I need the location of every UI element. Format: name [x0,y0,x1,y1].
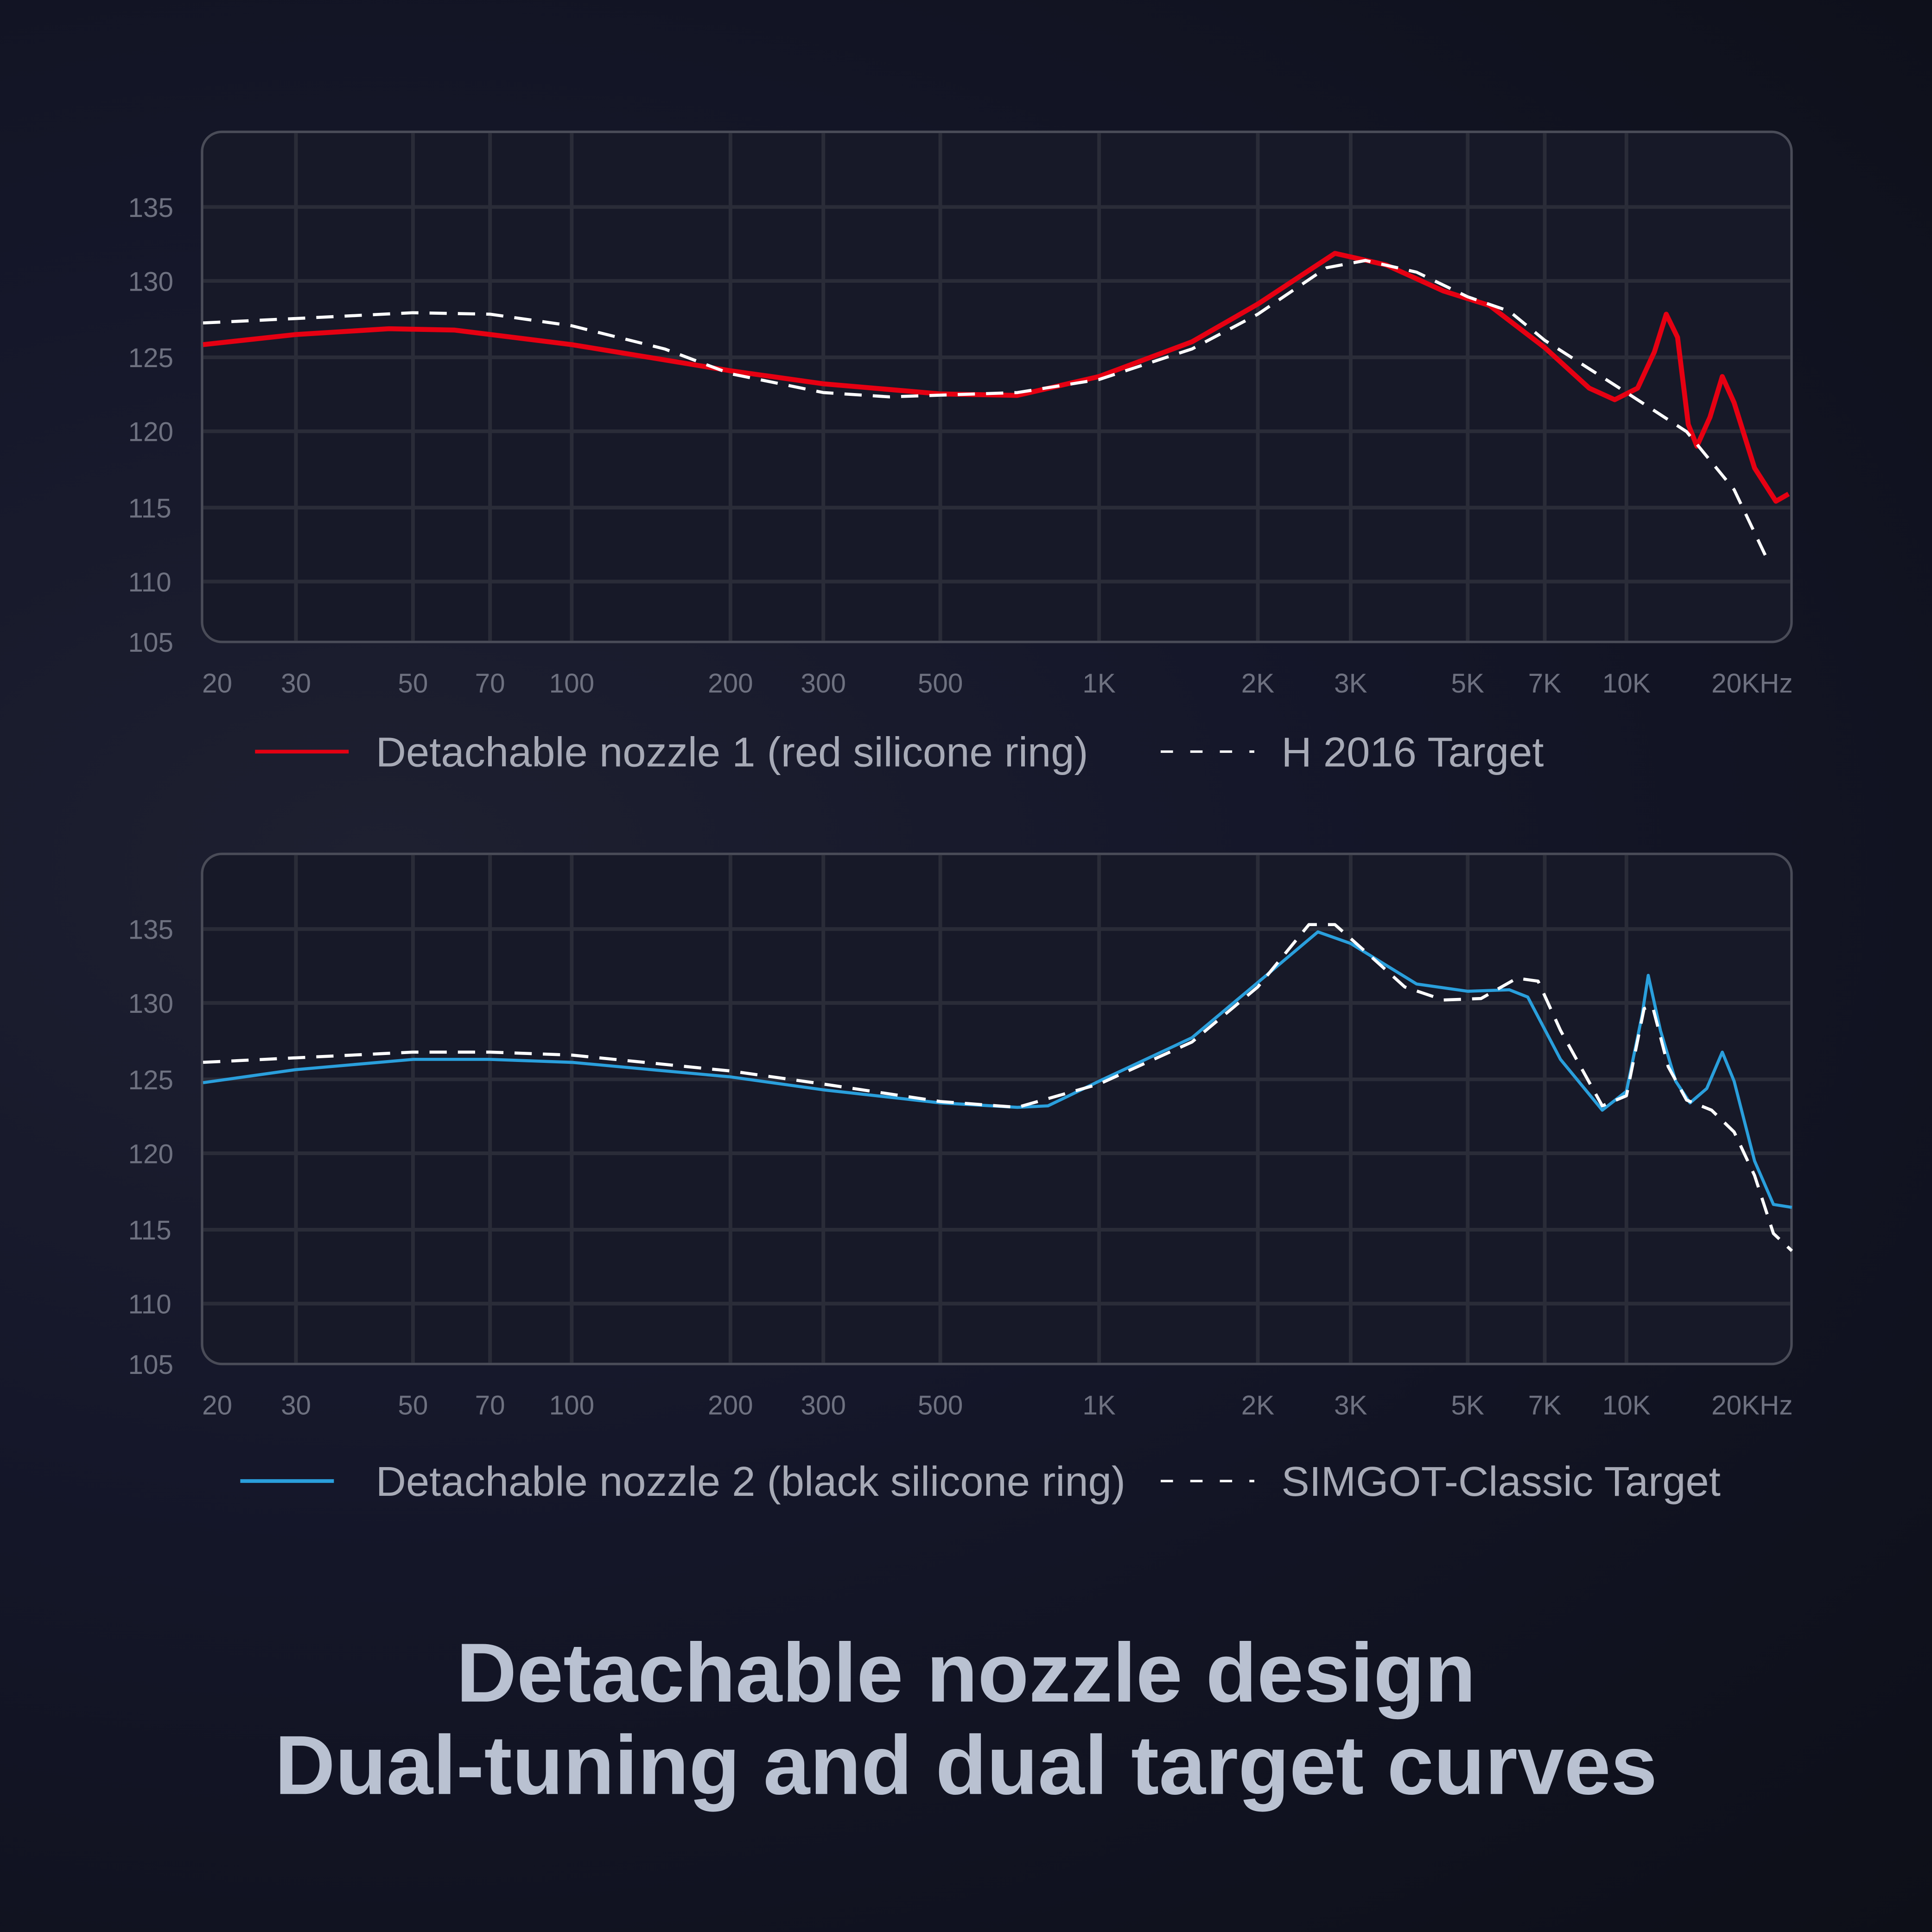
series-line-measured [203,930,1792,1209]
plot-frame [201,130,1793,643]
x-tick-label: 2K [1241,1391,1275,1421]
x-tick-label: 2K [1241,668,1275,699]
y-tick-label: 120 [128,417,173,447]
y-tick-label: 105 [128,628,173,658]
x-tick-label: 70 [475,1391,505,1421]
x-tick-label: 7K [1528,668,1562,699]
x-tick-label: 5K [1451,668,1485,699]
x-tick-label: 20KHz [1711,668,1793,699]
x-tick-label: 50 [398,1391,428,1421]
x-tick-label: 10K [1602,1391,1651,1421]
headline-line-2: Dual-tuning and dual target curves [275,1718,1658,1812]
x-tick-label: 3K [1334,668,1367,699]
x-tick-label: 1K [1082,1391,1116,1421]
y-tick-label: 125 [128,1065,173,1095]
x-tick-label: 5K [1451,1391,1485,1421]
x-tick-label: 1K [1082,668,1116,699]
y-tick-label: 115 [128,493,171,523]
x-tick-label: 30 [281,668,311,699]
x-tick-label: 20 [202,1391,232,1421]
x-tick-label: 50 [398,668,428,699]
legend-label: H 2016 Target [1281,729,1544,775]
x-tick-label: 3K [1334,1391,1367,1421]
series-line-target [203,923,1793,1252]
y-tick-label: 105 [128,1350,173,1380]
series-line-target [203,259,1770,563]
x-tick-label: 20 [202,668,232,699]
y-tick-label: 130 [128,267,173,297]
y-tick-label: 135 [128,193,173,223]
legend-label: Detachable nozzle 1 (red silicone ring) [376,729,1088,775]
chart-nozzle-1: 105 110 115 120 125 130 135 20 30 50 70 100 200 300 50… [128,130,1793,775]
legend-label: SIMGOT-Classic Target [1281,1458,1720,1505]
x-tick-label: 100 [549,1391,595,1421]
x-tick-label: 200 [708,668,753,699]
x-tick-label: 300 [801,668,846,699]
x-tick-label: 20KHz [1711,1391,1793,1421]
legend-label: Detachable nozzle 2 (black silicone ring… [376,1458,1125,1505]
y-tick-label: 110 [128,1290,171,1320]
plot-frame [201,852,1793,1366]
x-tick-label: 30 [281,1391,311,1421]
x-tick-label: 7K [1528,1391,1562,1421]
x-tick-label: 200 [708,1391,753,1421]
y-tick-label: 115 [128,1215,171,1246]
x-tick-label: 300 [801,1391,846,1421]
headline-line-1: Detachable nozzle design [456,1626,1476,1720]
y-tick-label: 125 [128,343,173,373]
x-tick-label: 500 [918,1391,963,1421]
x-tick-label: 100 [549,668,595,699]
x-tick-label: 10K [1602,668,1651,699]
x-tick-label: 70 [475,668,505,699]
chart-nozzle-2: 105 110 115 120 125 130 135 20 30 50 70 100 200 300 50… [128,852,1793,1505]
y-tick-label: 110 [128,567,171,597]
y-tick-label: 135 [128,915,173,945]
y-tick-label: 130 [128,989,173,1019]
x-tick-label: 500 [918,668,963,699]
y-tick-label: 120 [128,1139,173,1169]
